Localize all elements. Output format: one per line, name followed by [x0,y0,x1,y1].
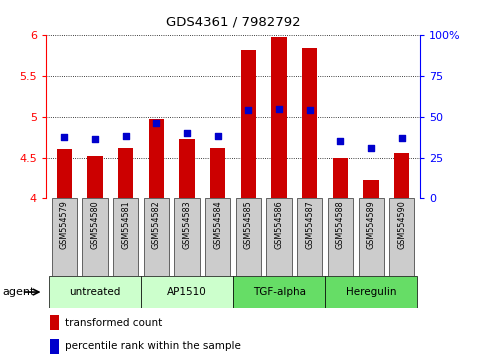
Text: GSM554582: GSM554582 [152,201,161,249]
Point [183,130,191,136]
Bar [174,198,199,276]
Bar [363,179,379,198]
Bar [144,198,169,276]
Bar [141,276,233,308]
Bar [394,154,410,198]
Point [367,145,375,150]
Point [275,106,283,112]
Point [244,108,252,113]
Text: GDS4361 / 7982792: GDS4361 / 7982792 [166,15,300,28]
Bar [302,47,317,198]
Bar [57,149,72,198]
Point [91,136,99,142]
Bar [179,139,195,198]
Bar [52,198,77,276]
Text: AP1510: AP1510 [167,287,207,297]
Bar [49,276,141,308]
Bar [325,276,417,308]
Text: GSM554581: GSM554581 [121,201,130,249]
Text: GSM554585: GSM554585 [244,201,253,249]
Bar [83,198,108,276]
Point [122,133,129,138]
Text: percentile rank within the sample: percentile rank within the sample [65,342,241,352]
Text: GSM554583: GSM554583 [183,201,192,249]
Bar [241,50,256,198]
Bar [113,198,138,276]
Text: GSM554587: GSM554587 [305,201,314,249]
Point [214,133,222,139]
Text: GSM554579: GSM554579 [60,201,69,250]
Bar [271,37,287,198]
Text: agent: agent [2,287,35,297]
Text: GSM554589: GSM554589 [367,201,376,249]
Text: GSM554588: GSM554588 [336,201,345,249]
Point [306,108,313,113]
Bar [210,148,226,198]
Bar [50,315,59,330]
Text: transformed count: transformed count [65,318,162,327]
Bar [328,198,353,276]
Text: Heregulin: Heregulin [346,287,397,297]
Point [398,135,406,141]
Bar [358,198,384,276]
Bar [233,276,325,308]
Bar [50,339,59,354]
Bar [333,158,348,198]
Bar [149,119,164,198]
Text: GSM554584: GSM554584 [213,201,222,249]
Text: untreated: untreated [69,287,121,297]
Bar [297,198,322,276]
Point [153,120,160,126]
Point [60,135,68,140]
Bar [267,198,292,276]
Bar [205,198,230,276]
Bar [389,198,414,276]
Bar [236,198,261,276]
Text: GSM554580: GSM554580 [90,201,99,249]
Bar [87,156,103,198]
Text: TGF-alpha: TGF-alpha [253,287,306,297]
Text: GSM554590: GSM554590 [398,201,406,249]
Text: GSM554586: GSM554586 [274,201,284,249]
Bar [118,148,133,198]
Point [337,138,344,144]
